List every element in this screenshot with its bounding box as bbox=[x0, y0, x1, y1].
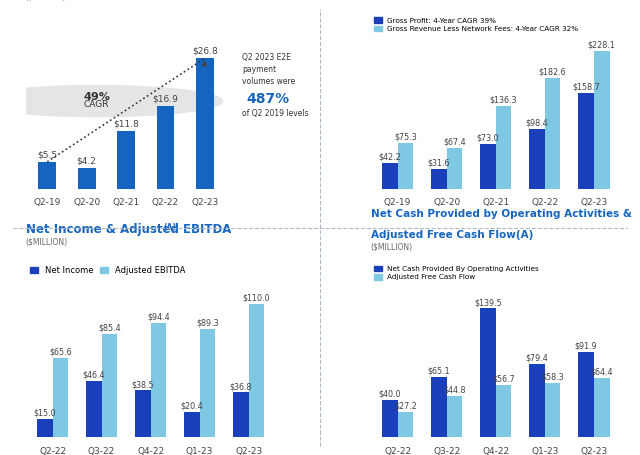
Bar bbox=[78, 168, 95, 188]
Text: payment: payment bbox=[242, 65, 276, 74]
Text: $20.4: $20.4 bbox=[180, 402, 203, 411]
Text: $42.2: $42.2 bbox=[378, 152, 401, 161]
Text: $44.8: $44.8 bbox=[444, 385, 466, 394]
Text: (A): (A) bbox=[163, 223, 176, 233]
Bar bbox=[150, 323, 166, 437]
Text: $139.5: $139.5 bbox=[474, 298, 502, 307]
Bar bbox=[594, 51, 609, 188]
Bar bbox=[397, 412, 413, 437]
Legend: Net Cash Provided By Operating Activities, Adjusted Free Cash Flow: Net Cash Provided By Operating Activitie… bbox=[374, 266, 539, 280]
Bar bbox=[529, 129, 545, 188]
Bar bbox=[249, 304, 264, 437]
Bar bbox=[496, 384, 511, 437]
Text: $64.4: $64.4 bbox=[591, 367, 613, 376]
Bar bbox=[382, 400, 397, 437]
Text: of Q2 2019 levels: of Q2 2019 levels bbox=[242, 109, 309, 118]
Bar bbox=[157, 106, 174, 188]
Bar bbox=[578, 93, 594, 188]
Text: $79.4: $79.4 bbox=[525, 354, 548, 362]
Bar bbox=[545, 78, 561, 188]
Bar bbox=[447, 148, 463, 188]
Text: $11.8: $11.8 bbox=[113, 120, 139, 129]
Bar bbox=[545, 383, 561, 437]
Text: $91.9: $91.9 bbox=[575, 342, 597, 351]
Bar bbox=[184, 412, 200, 437]
Text: $94.4: $94.4 bbox=[147, 313, 170, 322]
Text: $65.6: $65.6 bbox=[49, 348, 72, 356]
Text: 49%: 49% bbox=[83, 92, 110, 102]
Text: $5.5: $5.5 bbox=[37, 150, 58, 159]
Bar bbox=[431, 169, 447, 188]
Text: $46.4: $46.4 bbox=[83, 371, 105, 379]
Text: $67.4: $67.4 bbox=[444, 137, 466, 146]
Text: $38.5: $38.5 bbox=[131, 380, 154, 389]
Text: $58.3: $58.3 bbox=[541, 373, 564, 382]
Text: $31.6: $31.6 bbox=[428, 159, 450, 167]
Text: Adjusted Free Cash Flow(A): Adjusted Free Cash Flow(A) bbox=[371, 231, 533, 241]
Bar bbox=[529, 364, 545, 437]
Text: 487%: 487% bbox=[246, 91, 289, 106]
Bar bbox=[496, 106, 511, 188]
Text: Q2 2023 E2E: Q2 2023 E2E bbox=[242, 53, 291, 62]
Text: $182.6: $182.6 bbox=[539, 68, 566, 76]
Legend: Gross Profit: 4-Year CAGR 39%, Gross Revenue Less Network Fees: 4-Year CAGR 32%: Gross Profit: 4-Year CAGR 39%, Gross Rev… bbox=[374, 17, 579, 32]
Bar bbox=[117, 131, 135, 188]
Bar bbox=[382, 163, 397, 188]
Text: $75.3: $75.3 bbox=[394, 132, 417, 142]
Text: $89.3: $89.3 bbox=[196, 319, 219, 328]
Text: CAGR: CAGR bbox=[84, 101, 109, 110]
Bar bbox=[38, 162, 56, 188]
Bar bbox=[578, 352, 594, 437]
Text: volumes were: volumes were bbox=[242, 77, 296, 86]
Bar bbox=[135, 390, 150, 437]
Text: $15.0: $15.0 bbox=[33, 409, 56, 418]
Bar bbox=[102, 334, 117, 437]
Text: ($MILLION): ($MILLION) bbox=[371, 243, 413, 252]
Text: Net Cash Provided by Operating Activities &: Net Cash Provided by Operating Activitie… bbox=[371, 209, 632, 219]
Text: $26.8: $26.8 bbox=[192, 47, 218, 56]
Text: $98.4: $98.4 bbox=[525, 118, 548, 127]
Text: $4.2: $4.2 bbox=[77, 157, 97, 166]
Legend: Net Income, Adjusted EBITDA: Net Income, Adjusted EBITDA bbox=[30, 266, 186, 275]
Bar bbox=[200, 329, 216, 437]
Text: $27.2: $27.2 bbox=[394, 401, 417, 410]
Bar bbox=[52, 358, 68, 437]
Bar bbox=[447, 395, 463, 437]
Bar bbox=[431, 377, 447, 437]
Text: $56.7: $56.7 bbox=[492, 374, 515, 383]
Text: $36.8: $36.8 bbox=[230, 382, 252, 391]
Text: Net Income & Adjusted EBITDA: Net Income & Adjusted EBITDA bbox=[26, 223, 231, 237]
Circle shape bbox=[0, 86, 223, 116]
Bar bbox=[233, 392, 249, 437]
Bar bbox=[397, 143, 413, 188]
Text: $110.0: $110.0 bbox=[243, 294, 270, 303]
Text: ($BILLION): ($BILLION) bbox=[26, 0, 66, 2]
Text: $85.4: $85.4 bbox=[98, 324, 121, 333]
Bar bbox=[480, 145, 496, 188]
Text: $228.1: $228.1 bbox=[588, 40, 616, 49]
Text: ($MILLION): ($MILLION) bbox=[26, 238, 68, 247]
Text: $16.9: $16.9 bbox=[152, 95, 179, 104]
Bar bbox=[196, 58, 214, 188]
Bar bbox=[594, 378, 609, 437]
Text: $136.3: $136.3 bbox=[490, 96, 517, 105]
Text: $73.0: $73.0 bbox=[477, 134, 499, 143]
Text: $158.7: $158.7 bbox=[572, 82, 600, 91]
Text: $65.1: $65.1 bbox=[428, 367, 450, 375]
Text: $40.0: $40.0 bbox=[379, 389, 401, 399]
Bar bbox=[480, 308, 496, 437]
Bar bbox=[37, 419, 52, 437]
Bar bbox=[86, 381, 102, 437]
